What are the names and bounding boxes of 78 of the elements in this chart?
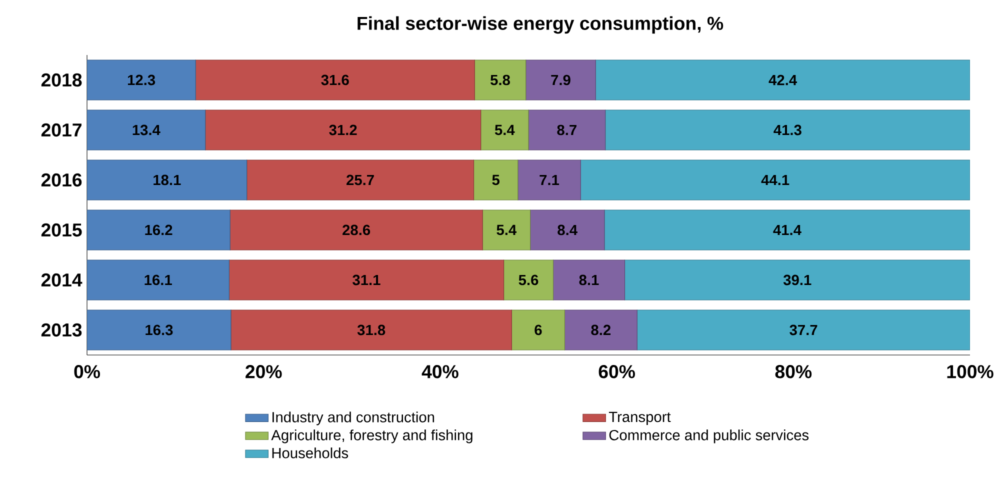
bar: [518, 160, 581, 200]
bar: [482, 210, 531, 250]
bar: [604, 210, 970, 250]
data-label: 5.8: [490, 74, 510, 86]
bar: [624, 260, 970, 300]
bar: [530, 210, 605, 250]
x-tick-label: 100%: [947, 365, 994, 378]
data-label: 18.1: [154, 174, 181, 186]
data-label: 37.7: [790, 324, 818, 336]
data-label: 6: [534, 324, 542, 336]
data-label: 5.4: [494, 124, 515, 136]
bar: [87, 260, 230, 300]
y-tick-label: 2013: [41, 323, 82, 337]
data-label: 8.4: [558, 224, 578, 236]
bar: [228, 260, 504, 300]
y-tick-label: 2018: [41, 73, 82, 87]
bar: [552, 260, 626, 300]
bar: [87, 210, 230, 250]
data-label: 5.4: [496, 224, 517, 236]
y-tick-label: 2014: [41, 273, 82, 287]
bar: [246, 160, 474, 200]
bar: [230, 210, 483, 250]
bar: [605, 110, 970, 150]
bar: [504, 260, 554, 300]
data-label: 13.4: [132, 124, 160, 136]
x-tick-label: 80%: [775, 365, 812, 378]
bar: [87, 160, 248, 200]
data-label: 31.2: [329, 124, 357, 136]
bar: [595, 60, 970, 100]
data-label: 31.6: [321, 74, 349, 86]
legend-label: Agriculture, forestry and fishing: [271, 430, 472, 444]
y-tick-label: 2017: [41, 123, 82, 137]
data-label: 16.1: [144, 274, 172, 286]
bar: [474, 60, 526, 100]
data-label: 28.6: [342, 224, 370, 236]
bar: [511, 310, 565, 350]
bar: [480, 110, 529, 150]
x-tick-label: 40%: [422, 365, 458, 378]
legend-label: Households: [272, 448, 348, 458]
bar: [636, 310, 970, 350]
bar: [87, 60, 196, 100]
data-label: 5.6: [518, 274, 538, 286]
data-label: 31.8: [357, 324, 386, 336]
bar: [87, 110, 206, 150]
data-label: 25.7: [346, 174, 374, 186]
bar: [528, 110, 606, 150]
data-label: 8.7: [557, 124, 576, 136]
data-label: 44.1: [761, 174, 790, 186]
bar: [205, 110, 482, 150]
y-tick-label: 2016: [41, 173, 82, 187]
data-label: 8.1: [579, 274, 599, 286]
bar: [564, 310, 638, 350]
data-label: 16.2: [145, 224, 172, 236]
y-tick-label: 2015: [41, 223, 82, 237]
bar: [526, 60, 596, 100]
data-label: 8.2: [591, 324, 611, 336]
data-label: 16.3: [146, 324, 173, 336]
bar: [473, 160, 518, 200]
data-label: 39.1: [783, 274, 812, 286]
data-label: 31.1: [352, 274, 380, 286]
bar: [195, 60, 475, 100]
data-label: 42.4: [768, 74, 797, 86]
x-tick-label: 0%: [74, 365, 100, 378]
bar: [580, 160, 970, 200]
chart-title: Final sector-wise energy consumption, %: [358, 16, 724, 34]
x-tick-label: 20%: [246, 365, 282, 378]
data-label: 41.3: [774, 124, 802, 136]
data-label: 7.9: [551, 74, 570, 86]
data-label: 12.3: [128, 74, 156, 86]
data-label: 41.4: [773, 224, 802, 236]
bar: [87, 310, 232, 350]
legend-label: Commerce and public services: [609, 430, 809, 444]
data-label: 5: [492, 174, 500, 186]
bar: [230, 310, 512, 350]
legend-label: Transport: [608, 412, 671, 425]
legend-label: Industry and construction: [272, 412, 434, 426]
x-tick-label: 60%: [598, 365, 635, 378]
data-label: 7.1: [540, 174, 560, 186]
